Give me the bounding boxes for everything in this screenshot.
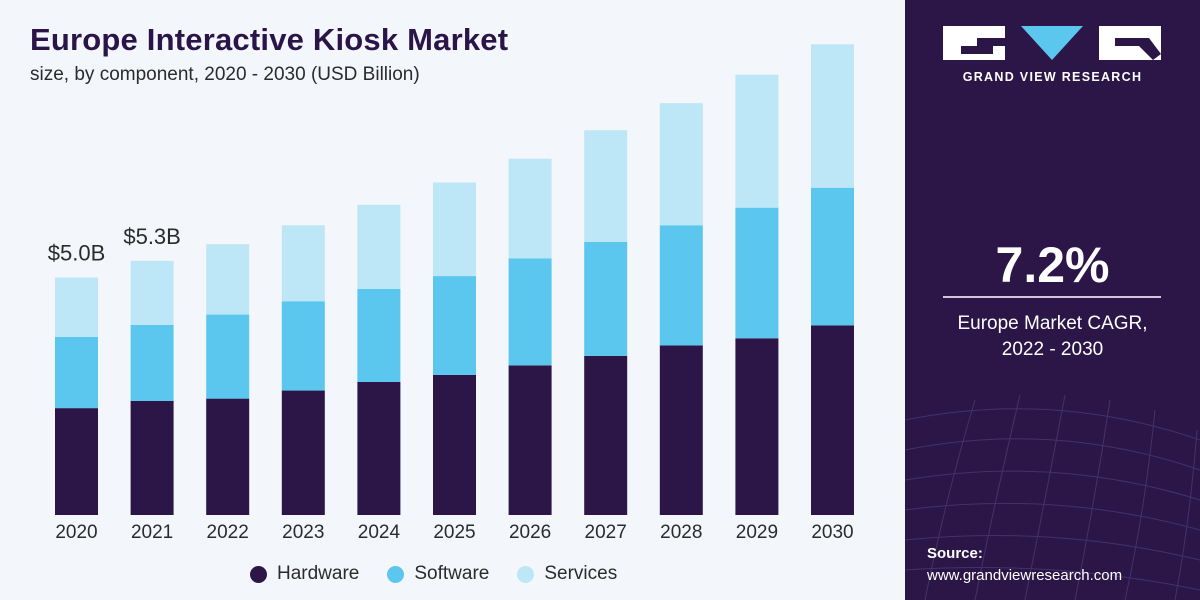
x-tick-label: 2023	[282, 522, 324, 543]
legend: Hardware Software Services	[250, 563, 617, 585]
bar-services-2024	[357, 204, 401, 289]
cagr-label-line1: Europe Market CAGR,	[957, 313, 1148, 334]
x-tick-label: 2025	[433, 522, 475, 543]
bar-software-2025	[433, 276, 476, 375]
x-tick-label: 2028	[660, 522, 702, 543]
bar-hardware-2029	[735, 338, 779, 515]
chart-subtitle: size, by component, 2020 - 2030 (USD Bil…	[30, 64, 420, 85]
sidebar-panel: GRAND VIEW RESEARCH 7.2% Europe Market C…	[905, 0, 1200, 600]
cagr-value: 7.2%	[995, 237, 1110, 293]
chart-panel: Europe Interactive Kiosk Market size, by…	[30, 22, 854, 585]
grid-decoration	[905, 394, 1200, 600]
bar-software-2024	[357, 288, 401, 382]
brand-name: GRAND VIEW RESEARCH	[962, 70, 1143, 84]
bar-services-2029	[735, 74, 779, 208]
bar-hardware-2024	[357, 382, 401, 515]
x-tick-label: 2022	[207, 522, 249, 543]
x-tick-label: 2024	[358, 522, 401, 543]
bar-services-2030	[811, 44, 854, 188]
bar-software-2028	[659, 225, 703, 346]
bar-hardware-2027	[584, 355, 628, 515]
bar-software-2029	[735, 207, 779, 339]
stacked-bar-chart: 2020 2021 2022 2023 2024 2025 2026 2027 2028 2029…	[48, 44, 854, 543]
bar-services-2028	[659, 103, 703, 226]
bar-software-2030	[811, 187, 854, 326]
bar-hardware-2030	[811, 325, 854, 515]
bar-software-2027	[584, 241, 628, 356]
legend-label-hardware: Hardware	[277, 563, 360, 584]
source-label: Source:	[927, 545, 983, 562]
bar-services-2027	[584, 130, 628, 242]
x-tick-label: 2030	[811, 522, 853, 543]
bar-services-2025	[433, 182, 476, 277]
legend-swatch-software	[387, 565, 405, 583]
bar-services-2026	[508, 158, 552, 259]
legend-swatch-hardware	[250, 565, 267, 583]
divider	[943, 296, 1161, 298]
bar-services-2021	[130, 260, 174, 325]
bar-services-2020	[55, 277, 98, 337]
legend-item-services: Services	[517, 563, 617, 585]
bar-hardware-2020	[55, 408, 98, 515]
x-tick-label: 2027	[585, 522, 627, 543]
legend-swatch-services	[517, 565, 535, 583]
x-tick-label: 2020	[55, 522, 97, 543]
x-tick-label: 2026	[509, 522, 551, 543]
bar-software-2023	[281, 301, 325, 391]
bar-services-2022	[206, 244, 250, 315]
chart-title: Europe Interactive Kiosk Market	[30, 22, 509, 57]
legend-item-software: Software	[387, 563, 489, 585]
bar-hardware-2026	[508, 365, 552, 515]
bar-hardware-2028	[659, 345, 703, 515]
gvr-logo-icon	[943, 26, 1161, 60]
legend-label-services: Services	[544, 563, 618, 584]
bar-software-2022	[206, 314, 250, 399]
cagr-label-line2: 2022 - 2030	[1001, 339, 1104, 360]
bar-hardware-2022	[206, 398, 250, 515]
source-link[interactable]: www.grandviewresearch.com	[927, 567, 1123, 584]
x-tick-label: 2029	[736, 522, 778, 543]
bar-services-2023	[281, 225, 325, 302]
bar-software-2021	[130, 325, 174, 401]
bar-hardware-2023	[281, 390, 325, 515]
data-label-2021: $5.3B	[123, 224, 181, 249]
bar-software-2026	[508, 258, 552, 366]
bar-hardware-2021	[130, 401, 174, 515]
bar-hardware-2025	[433, 374, 476, 515]
legend-label-software: Software	[414, 563, 490, 584]
x-tick-label: 2021	[131, 522, 173, 543]
bar-software-2020	[55, 336, 98, 409]
legend-item-hardware: Hardware	[250, 563, 359, 585]
data-label-2020: $5.0B	[48, 241, 106, 266]
cagr-label: Europe Market CAGR, 2022 - 2030	[905, 311, 1200, 363]
